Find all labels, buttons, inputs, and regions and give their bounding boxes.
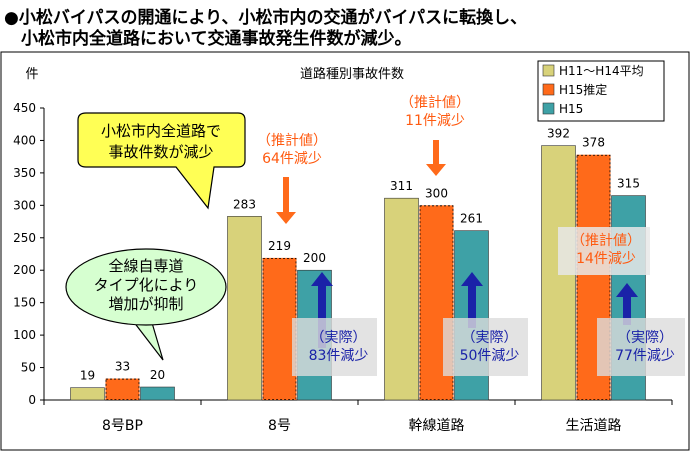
up-arrow-icon — [582, 176, 604, 220]
bar — [384, 197, 419, 401]
y-tick-label: 250 — [13, 231, 36, 245]
actual-annotation-kansen: 50件減少 — [460, 347, 520, 364]
bar-value-label: 19 — [80, 369, 95, 383]
heading-line-2: 小松市内全道路において交通事故発生件数が減少。 — [21, 29, 412, 49]
actual-annotation-backdrop — [597, 318, 685, 376]
bar-value-label: 261 — [460, 212, 483, 226]
chart-title: 道路種別事故件数 — [300, 66, 404, 82]
bar-value-label: 219 — [268, 239, 291, 253]
legend-swatch — [542, 102, 555, 115]
y-tick-label: 200 — [13, 263, 36, 277]
bar-value-label: 200 — [303, 251, 326, 265]
yellow-callout-text: 事故件数が減少 — [108, 143, 213, 161]
bar-value-label: 33 — [115, 360, 130, 374]
green-callout-text: タイプ化により — [94, 276, 199, 294]
actual-annotation-seikatsu: （実際） — [617, 330, 673, 346]
x-category-label: 8号 — [268, 418, 291, 434]
bar-outline — [576, 154, 611, 400]
down-arrow-icon — [276, 177, 296, 224]
actual-annotation-8go: 83件減少 — [309, 347, 369, 364]
yellow-callout — [77, 112, 246, 210]
legend-label: H11～H14平均 — [559, 64, 644, 78]
chart-frame — [0, 51, 690, 451]
y-tick-label: 450 — [13, 101, 36, 115]
bar-value-label: 315 — [617, 177, 640, 191]
legend-box — [537, 60, 665, 122]
estimate-annotation-kansen: 11件減少 — [405, 112, 465, 129]
estimate-annotation-kansen: （推計値） — [400, 95, 470, 111]
heading-line-1: ●小松バイパスの開通により、小松市内の交通がバイパスに転換し、 — [4, 8, 528, 28]
up-arrow-icon — [311, 272, 333, 348]
legend-swatch — [542, 83, 555, 96]
y-tick-label: 300 — [13, 198, 36, 212]
green-callout-text: 増加が抑制 — [108, 295, 183, 313]
estimate-annotation-seikatsu: 14件減少 — [576, 250, 636, 267]
x-category-label: 生活道路 — [566, 418, 622, 434]
y-tick-label: 100 — [13, 328, 36, 342]
actual-annotation-backdrop — [443, 318, 528, 376]
x-category-label: 幹線道路 — [409, 417, 465, 434]
annotations: （推計値）64件減少（推計値）11件減少（推計値）14件減少（実際）83件減少（… — [65, 95, 685, 376]
bar — [70, 387, 105, 401]
bar — [262, 257, 297, 400]
actual-annotation-kansen: （実際） — [462, 330, 518, 346]
bar-outline — [105, 378, 140, 400]
down-arrow-icon — [426, 140, 446, 176]
estimate-annotation-seikatsu: （推計値） — [571, 233, 641, 249]
actual-annotation-backdrop — [292, 318, 377, 376]
actual-annotation-8go: （実際） — [311, 330, 367, 346]
x-category-label: 8号BP — [102, 418, 143, 434]
bar-outline — [262, 257, 297, 400]
bar-value-label: 300 — [425, 186, 448, 200]
estimate-annotation-8go: （推計値） — [257, 133, 327, 149]
bar-outline — [419, 205, 454, 400]
bar — [105, 378, 140, 400]
estimate-annotation-backdrop — [558, 227, 650, 275]
bar-value-labels: 19 33 20 283 219 200 311 300 261 392 378 315 — [80, 127, 640, 383]
y-tick-label: 0 — [28, 393, 36, 407]
axes: 道路種別事故件数 件 0 50 100 150 200 250 300 350 400 450 8号BP… — [13, 66, 673, 434]
y-tick-label: 350 — [13, 166, 36, 180]
estimate-annotation-8go: 64件減少 — [262, 150, 322, 167]
green-callout-text: 全線自専道 — [108, 257, 183, 275]
bar-value-label: 20 — [150, 368, 165, 382]
yellow-callout-text: 小松市内全道路で — [101, 122, 221, 140]
up-arrow-icon — [616, 283, 638, 325]
y-tick-label: 50 — [21, 361, 36, 375]
up-arrow-icon — [461, 272, 483, 328]
bar — [227, 216, 262, 401]
bar-value-label: 283 — [233, 197, 256, 211]
legend-label: H15 — [559, 102, 583, 116]
y-tick-label: 150 — [13, 296, 36, 310]
bar-value-label: 378 — [582, 136, 605, 150]
green-callout — [65, 248, 227, 326]
bar — [140, 386, 175, 401]
legend: H11～H14平均 H15推定 H15 — [537, 60, 665, 122]
bar-value-label: 392 — [547, 127, 570, 141]
actual-annotation-seikatsu: 77件減少 — [615, 347, 675, 364]
y-axis-unit: 件 — [25, 67, 38, 82]
legend-label: H15推定 — [559, 82, 607, 97]
y-tick-label: 400 — [13, 133, 36, 147]
bar-value-label: 311 — [390, 179, 413, 193]
legend-swatch — [542, 64, 555, 77]
